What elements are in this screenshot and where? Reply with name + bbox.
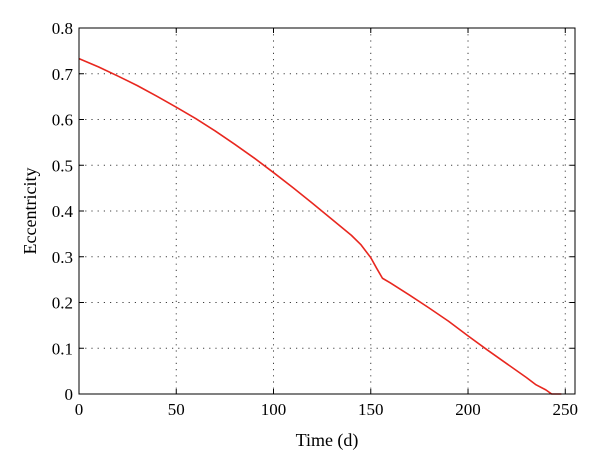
y-tick-label: 0.5 xyxy=(52,156,73,175)
y-tick-labels: 0 0.1 0.2 0.3 0.4 0.5 0.6 0.7 0.8 xyxy=(52,19,74,404)
x-tick-label: 50 xyxy=(168,400,185,419)
x-tick-label: 0 xyxy=(75,400,84,419)
x-tick-label: 100 xyxy=(261,400,287,419)
grid-lines xyxy=(79,28,575,394)
y-tick-label: 0.4 xyxy=(52,202,74,221)
x-tick-label: 250 xyxy=(553,400,579,419)
y-tick-label: 0.6 xyxy=(52,111,73,130)
series-layer xyxy=(78,57,562,395)
y-tick-label: 0.1 xyxy=(52,339,73,358)
y-tick-label: 0.7 xyxy=(52,65,74,84)
series-line xyxy=(78,57,562,395)
y-tick-label: 0.8 xyxy=(52,19,73,38)
x-tick-label: 150 xyxy=(358,400,384,419)
x-axis-title: Time (d) xyxy=(296,430,359,451)
plot-frame xyxy=(78,27,576,395)
y-tick-label: 0.3 xyxy=(52,248,73,267)
y-tick-label: 0 xyxy=(65,385,74,404)
x-tick-label: 200 xyxy=(455,400,481,419)
y-axis-title: Eccentricity xyxy=(20,168,40,255)
y-tick-label: 0.2 xyxy=(52,294,73,313)
x-tick-labels: 0 50 100 150 200 250 xyxy=(75,400,578,419)
